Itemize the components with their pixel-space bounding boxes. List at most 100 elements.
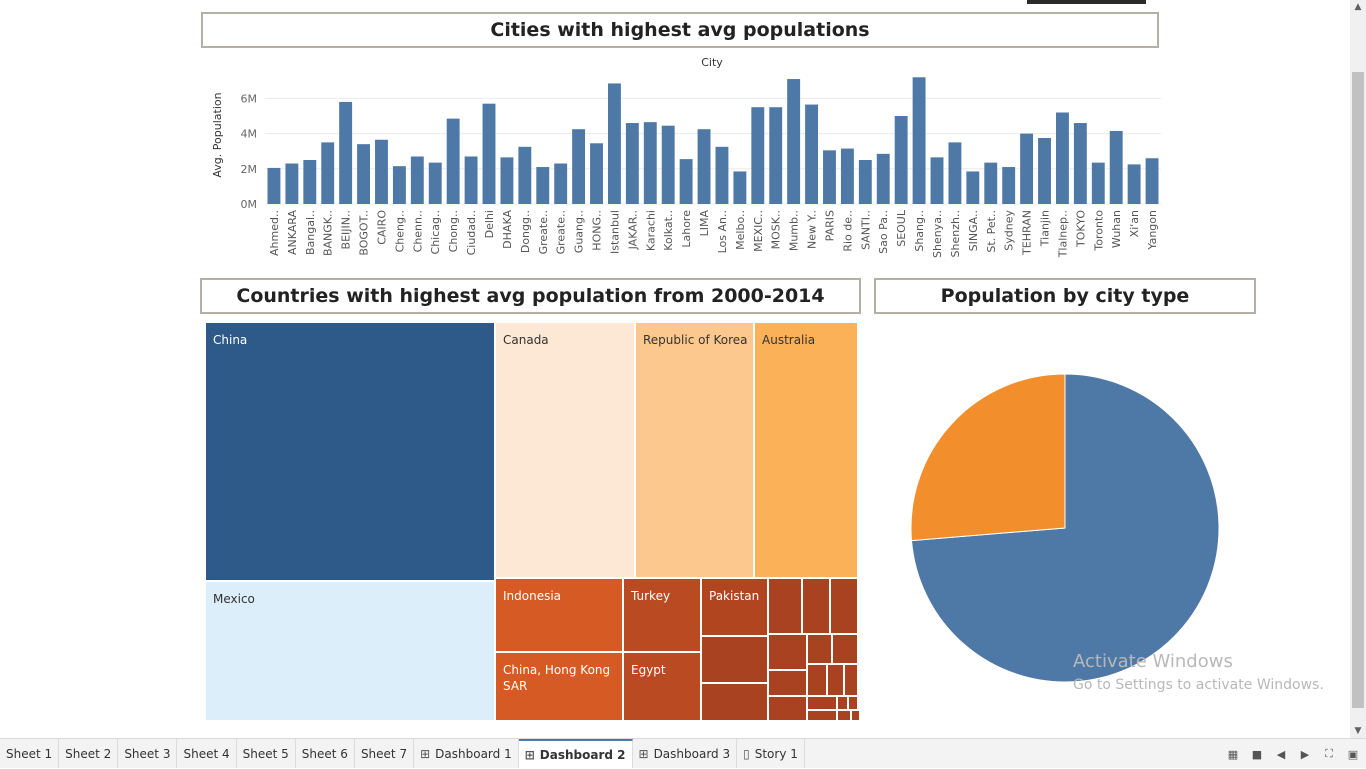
treemap-tile-small[interactable] bbox=[768, 670, 807, 696]
bar bbox=[1127, 164, 1141, 204]
bar bbox=[482, 103, 496, 204]
bar bbox=[554, 163, 568, 204]
treemap-tile-china[interactable]: China bbox=[205, 322, 495, 581]
treemap-tile-small[interactable] bbox=[701, 683, 768, 721]
treemap-tile-turkey[interactable]: Turkey bbox=[623, 578, 701, 652]
treemap-tile-mexico[interactable]: Mexico bbox=[205, 581, 495, 721]
x-tick-label: Lahore bbox=[680, 210, 693, 248]
tab-sheet-3[interactable]: Sheet 3 bbox=[118, 739, 178, 768]
x-tick-label: SEOUL bbox=[895, 209, 908, 247]
bar bbox=[661, 125, 675, 204]
treemap-tile-small[interactable] bbox=[837, 696, 848, 710]
x-tick-label: Istanbul bbox=[608, 210, 621, 254]
tab-controls: ▦ ■ ◀ ▶ ⛶ ▣ bbox=[1226, 739, 1360, 769]
tab-label: Story 1 bbox=[754, 746, 798, 761]
x-tick-label: BOGOT.. bbox=[358, 210, 371, 256]
tab-sheet-6[interactable]: Sheet 6 bbox=[296, 739, 355, 768]
treemap-tile-indonesia[interactable]: Indonesia bbox=[495, 578, 623, 652]
treemap-tile-small[interactable] bbox=[848, 696, 858, 710]
toolbar-stub bbox=[1027, 0, 1146, 4]
bar bbox=[1020, 133, 1034, 204]
activate-windows-watermark: Activate Windows bbox=[1073, 651, 1233, 672]
x-tick-label: Chong.. bbox=[447, 210, 460, 252]
tab-sheet-5[interactable]: Sheet 5 bbox=[237, 739, 296, 768]
scroll-up-arrow-icon[interactable]: ▲ bbox=[1354, 2, 1362, 12]
bar bbox=[823, 150, 836, 204]
x-tick-label: Chicag.. bbox=[429, 210, 442, 254]
treemap-tile-korea[interactable]: Republic of Korea bbox=[635, 322, 754, 578]
x-tick-label: Sao Pa.. bbox=[877, 210, 890, 254]
x-tick-label: Kolkat.. bbox=[662, 210, 675, 251]
scrollbar-thumb[interactable] bbox=[1352, 72, 1364, 708]
treemap-tile-small[interactable] bbox=[837, 710, 851, 721]
tab-dashboard-2[interactable]: ⊞ Dashboard 2 bbox=[518, 739, 633, 768]
x-tick-label: Ahmed.. bbox=[268, 210, 281, 256]
treemap-tile-small[interactable] bbox=[827, 664, 844, 696]
tab-sheet-2[interactable]: Sheet 2 bbox=[59, 739, 119, 768]
treemap-tile-small[interactable] bbox=[802, 578, 830, 634]
treemap-tile-small[interactable] bbox=[832, 634, 858, 664]
bar-chart[interactable]: City Avg. Population 0M 2M 4M 6M Ahmed.. ANKARA… bbox=[205, 50, 1165, 260]
x-tick-label: HONG.. bbox=[591, 210, 604, 251]
x-tick-label: TOKYO bbox=[1074, 210, 1087, 248]
bar bbox=[697, 129, 711, 204]
tab-label: Sheet 1 bbox=[6, 746, 53, 761]
treemap-tile-small[interactable] bbox=[807, 664, 827, 696]
treemap-tile-small[interactable] bbox=[701, 636, 768, 683]
x-tick-label: LIMA bbox=[698, 210, 711, 237]
treemap-tile-small[interactable] bbox=[807, 696, 837, 710]
presentation-mode-icon[interactable]: ⛶ bbox=[1325, 747, 1333, 760]
treemap-tile-small[interactable] bbox=[844, 664, 858, 696]
bar bbox=[625, 123, 639, 204]
treemap-tile-small[interactable] bbox=[851, 710, 860, 721]
pie-chart[interactable] bbox=[900, 360, 1230, 690]
x-tick-label: Shenya.. bbox=[931, 210, 944, 258]
treemap-tile-small[interactable] bbox=[807, 634, 832, 664]
tab-dashboard-1[interactable]: ⊞ Dashboard 1 bbox=[414, 739, 519, 768]
y-axis-title: Avg. Population bbox=[211, 92, 224, 177]
show-sheet-sorter-icon[interactable]: ▦ bbox=[1227, 747, 1239, 761]
bar bbox=[751, 107, 765, 204]
bar bbox=[715, 146, 729, 204]
treemap-title: Countries with highest avg population fr… bbox=[200, 278, 861, 314]
bar bbox=[446, 118, 460, 204]
tab-sheet-1[interactable]: Sheet 1 bbox=[0, 739, 60, 768]
x-tick-label: TEHRAN bbox=[1021, 210, 1034, 256]
treemap-tile-australia[interactable]: Australia bbox=[754, 322, 858, 578]
tab-story-1[interactable]: ▯ Story 1 bbox=[737, 739, 805, 768]
bar bbox=[1091, 162, 1105, 204]
treemap-tile-small[interactable] bbox=[807, 710, 837, 721]
bar bbox=[303, 160, 317, 204]
treemap-tile-egypt[interactable]: Egypt bbox=[623, 652, 701, 721]
tab-sheet-7[interactable]: Sheet 7 bbox=[355, 739, 415, 768]
tab-label: Dashboard 3 bbox=[653, 746, 731, 761]
next-sheet-icon[interactable]: ▶ bbox=[1300, 747, 1310, 761]
previous-sheet-icon[interactable]: ◀ bbox=[1276, 747, 1286, 761]
x-tick-label: Tianjin bbox=[1039, 210, 1052, 247]
x-tick-label: Bangal.. bbox=[304, 210, 317, 255]
treemap-tile-hong-kong[interactable]: China, Hong Kong SAR bbox=[495, 652, 623, 721]
treemap-tile-small[interactable] bbox=[768, 696, 807, 721]
scroll-down-arrow-icon[interactable]: ▼ bbox=[1354, 726, 1362, 736]
tab-dashboard-3[interactable]: ⊞ Dashboard 3 bbox=[633, 739, 738, 768]
treemap-tile-small[interactable] bbox=[768, 578, 802, 634]
treemap-tile-small[interactable] bbox=[768, 634, 807, 670]
tab-sheet-4[interactable]: Sheet 4 bbox=[177, 739, 237, 768]
bar bbox=[805, 104, 819, 204]
bar bbox=[410, 156, 424, 204]
bar bbox=[1109, 130, 1123, 204]
bar bbox=[428, 162, 442, 204]
share-icon[interactable]: ▣ bbox=[1347, 747, 1359, 761]
bar bbox=[679, 159, 693, 204]
treemap-tile-small[interactable] bbox=[830, 578, 858, 634]
x-tick-label: Wuhan bbox=[1110, 210, 1123, 248]
x-tick-label: Chenn.. bbox=[411, 210, 424, 252]
x-tick-label: Tlalnep.. bbox=[1056, 210, 1069, 258]
bar bbox=[267, 167, 281, 204]
bar bbox=[1038, 138, 1051, 204]
x-axis-title: City bbox=[701, 56, 723, 69]
bar bbox=[321, 142, 335, 204]
treemap-tile-canada[interactable]: Canada bbox=[495, 322, 635, 578]
treemap-tile-pakistan[interactable]: Pakistan bbox=[701, 578, 768, 636]
show-filmstrip-icon[interactable]: ■ bbox=[1251, 747, 1263, 761]
